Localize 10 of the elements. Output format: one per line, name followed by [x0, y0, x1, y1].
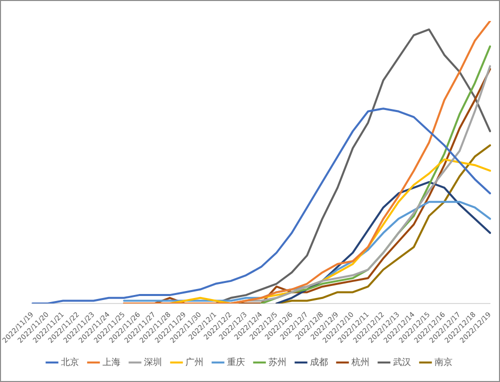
- legend-label: 南京: [434, 356, 452, 368]
- legend-label: 北京: [61, 356, 79, 368]
- legend-label: 广州: [186, 356, 204, 368]
- legend-label: 苏州: [268, 356, 286, 368]
- legend-label: 杭州: [350, 356, 370, 368]
- legend-label: 成都: [310, 356, 328, 368]
- legend-label: 重庆: [227, 356, 245, 368]
- legend-label: 武汉: [393, 356, 411, 368]
- legend-label: 深圳: [144, 356, 162, 368]
- legend-label: 上海: [102, 356, 120, 368]
